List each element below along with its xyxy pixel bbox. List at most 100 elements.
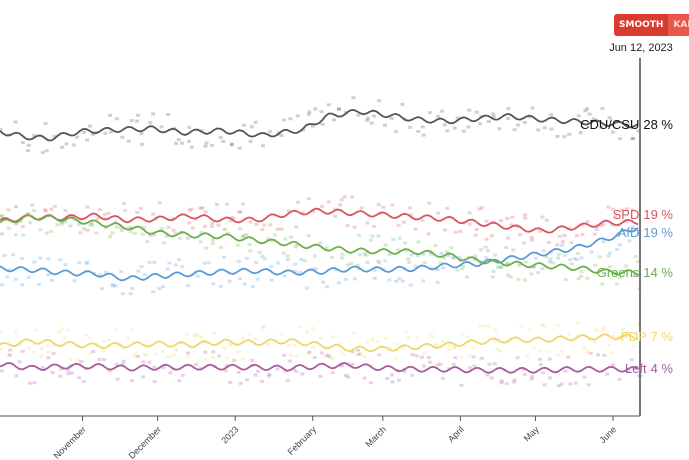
poll-point [493, 339, 498, 343]
poll-point [512, 378, 517, 382]
poll-point [0, 369, 5, 373]
poll-point [245, 256, 250, 260]
poll-point [293, 269, 298, 273]
poll-point [499, 265, 504, 269]
poll-point [198, 206, 203, 210]
poll-point [583, 109, 588, 113]
poll-point [632, 273, 637, 277]
smoothing-toggle[interactable]: SMOOTH KALMAN [614, 14, 689, 36]
poll-point [203, 210, 208, 214]
series-value: 4 % [650, 361, 673, 377]
poll-point [261, 326, 266, 330]
poll-point [269, 278, 274, 282]
poll-point [548, 376, 553, 380]
poll-point [228, 343, 233, 347]
poll-point [567, 258, 572, 262]
poll-point [114, 225, 119, 229]
smooth-option[interactable]: SMOOTH [614, 14, 669, 36]
poll-point [339, 256, 344, 260]
poll-point [350, 362, 355, 366]
poll-point [607, 251, 612, 255]
poll-point [285, 378, 290, 382]
x-tick-label: February [286, 424, 319, 457]
poll-point [32, 133, 37, 137]
poll-point [529, 235, 534, 239]
poll-point [26, 143, 31, 147]
poll-point [87, 124, 92, 128]
poll-point [365, 119, 370, 123]
poll-point [268, 223, 273, 227]
poll-point [355, 263, 360, 267]
poll-point [89, 221, 94, 225]
poll-point [549, 113, 554, 117]
poll-point [14, 222, 19, 226]
poll-point [384, 336, 389, 340]
poll-point [479, 356, 484, 360]
poll-point [451, 362, 456, 366]
poll-point [495, 265, 500, 269]
poll-point [585, 220, 590, 224]
poll-point [63, 209, 68, 213]
poll-point [0, 214, 5, 218]
poll-point [81, 380, 86, 384]
poll-point [389, 117, 394, 121]
poll-point [18, 219, 23, 223]
poll-point [368, 363, 373, 367]
poll-point [76, 358, 81, 362]
poll-point [55, 223, 60, 227]
poll-point [97, 357, 102, 361]
poll-point [13, 205, 18, 209]
poll-point [318, 336, 323, 340]
poll-point [41, 366, 46, 370]
poll-point [210, 241, 215, 245]
series-name: AfD [617, 225, 640, 241]
poll-point [518, 233, 523, 237]
poll-point [467, 211, 472, 215]
poll-point [108, 113, 113, 117]
poll-point [202, 341, 207, 345]
poll-point [617, 377, 622, 381]
poll-point [447, 347, 452, 351]
poll-point [339, 198, 344, 202]
poll-point [291, 367, 296, 371]
poll-point [576, 251, 581, 255]
poll-point [173, 231, 178, 235]
poll-point [499, 381, 504, 385]
kalman-option[interactable]: KALMAN [668, 14, 689, 36]
poll-point [438, 261, 443, 265]
poll-point [511, 380, 516, 384]
poll-point [600, 106, 605, 110]
poll-point [306, 351, 311, 355]
poll-point [319, 110, 324, 114]
poll-point [498, 265, 503, 269]
poll-point [63, 220, 68, 224]
series-name: FDP [620, 328, 647, 344]
poll-point [330, 371, 335, 375]
poll-point [493, 328, 498, 332]
poll-point [618, 137, 623, 141]
poll-point [323, 354, 328, 358]
poll-point [457, 255, 462, 259]
poll-point [107, 369, 112, 373]
poll-point [312, 355, 317, 359]
poll-point [84, 333, 89, 337]
poll-point [59, 220, 64, 224]
poll-point [320, 122, 325, 126]
poll-point [452, 126, 457, 130]
poll-point [506, 261, 511, 265]
poll-point [376, 203, 381, 207]
poll-point [441, 256, 446, 260]
poll-point [422, 261, 427, 265]
poll-point [541, 249, 546, 253]
poll-point [120, 362, 125, 366]
poll-point [8, 348, 13, 352]
poll-point [369, 121, 374, 125]
poll-point [174, 141, 179, 145]
poll-point [318, 374, 323, 378]
poll-point [435, 268, 440, 272]
poll-point [624, 264, 629, 268]
poll-point [336, 281, 341, 285]
poll-point [342, 195, 347, 199]
poll-point [152, 365, 157, 369]
poll-point [331, 335, 336, 339]
